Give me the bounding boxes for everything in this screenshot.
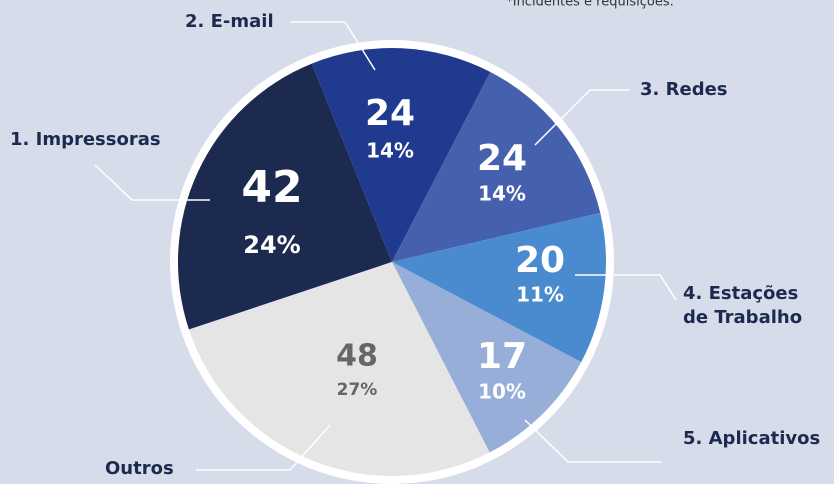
value-label: 42	[241, 162, 302, 213]
callout-line	[524, 419, 662, 463]
percent-label: 14%	[366, 139, 414, 163]
pie-slice	[178, 63, 392, 330]
callout-line	[534, 89, 630, 146]
pie-slice	[392, 262, 582, 453]
pie-slice	[311, 48, 491, 263]
percent-label: 10%	[478, 380, 526, 404]
value-label: 17	[477, 336, 527, 377]
callout-line	[290, 21, 376, 71]
category-label: Outros	[105, 458, 174, 479]
pie-slice	[188, 262, 490, 476]
category-label: 2. E-mail	[185, 11, 274, 32]
category-label: 4. Estações de Trabalho	[683, 283, 803, 328]
pie-slice	[392, 71, 601, 262]
callout-line	[196, 424, 331, 471]
footnote: *Incidentes e requisições.	[506, 0, 674, 10]
callout-line	[94, 164, 210, 201]
category-label: 1. Impressoras	[10, 129, 161, 150]
value-label: 24	[365, 93, 415, 134]
value-label: 20	[515, 240, 565, 281]
percent-label: 27%	[337, 380, 378, 400]
percent-label: 24%	[243, 231, 300, 259]
category-label: 3. Redes	[640, 79, 728, 100]
callout-line	[575, 274, 677, 301]
category-label: 5. Aplicativos	[683, 428, 821, 449]
percent-label: 14%	[478, 182, 526, 206]
value-label: 48	[336, 339, 378, 374]
percent-label: 11%	[516, 283, 564, 307]
value-label: 24	[477, 138, 527, 179]
pie-slice	[392, 212, 606, 363]
